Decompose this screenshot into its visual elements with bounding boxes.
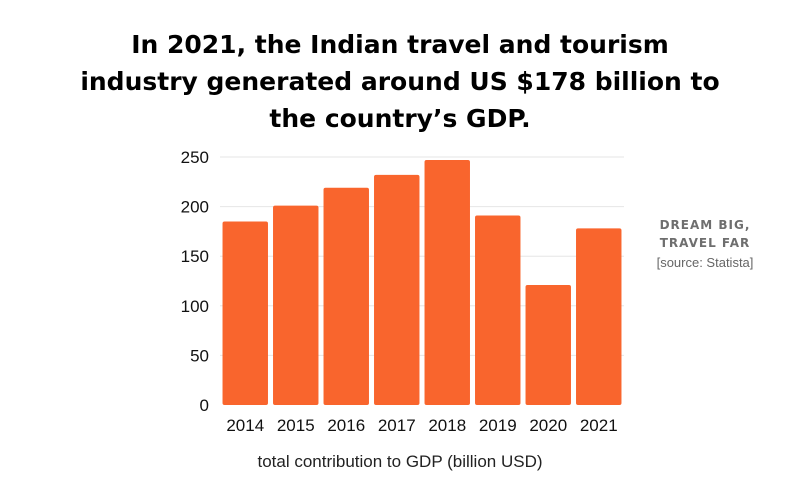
- chart-title: In 2021, the Indian travel and tourism i…: [60, 26, 740, 137]
- y-tick-label: 100: [181, 297, 209, 316]
- y-axis-ticks: 0 50 100 150 200 250: [181, 148, 209, 415]
- bar-2020: [525, 284, 571, 405]
- bar-2014: [222, 221, 268, 405]
- y-tick-label: 50: [190, 346, 209, 365]
- brand-line-2: TRAVEL FAR: [659, 236, 751, 250]
- x-tick-label: 2020: [529, 416, 567, 435]
- x-tick-label: 2016: [327, 416, 365, 435]
- x-tick-label: 2021: [580, 416, 618, 435]
- x-tick-label: 2014: [226, 416, 264, 435]
- bar-2015: [273, 205, 319, 405]
- x-axis-label: total contribution to GDP (billion USD): [257, 452, 543, 471]
- bars: [222, 159, 622, 405]
- bar-2017: [374, 174, 420, 405]
- brand-line-1: DREAM BIG,: [659, 218, 751, 232]
- source-note: [source: Statista]: [656, 255, 754, 270]
- y-tick-label: 250: [181, 148, 209, 167]
- brand-tagline: DREAM BIG, TRAVEL FAR: [640, 216, 770, 252]
- x-axis-ticks: 2014 2015 2016 2017 2018 2019 2020 2021: [226, 416, 617, 435]
- y-tick-label: 150: [181, 247, 209, 266]
- title-line-3: the country’s GDP.: [269, 104, 531, 133]
- x-tick-label: 2019: [479, 416, 517, 435]
- x-tick-label: 2017: [378, 416, 416, 435]
- x-tick-label: 2018: [428, 416, 466, 435]
- y-tick-label: 200: [181, 198, 209, 217]
- y-tick-label: 0: [200, 396, 209, 415]
- title-line-2: industry generated around US $178 billio…: [80, 67, 720, 96]
- bar-2021: [576, 228, 622, 405]
- bar-2016: [323, 187, 369, 405]
- bar-2018: [424, 159, 470, 405]
- bar-2019: [475, 215, 521, 405]
- title-line-1: In 2021, the Indian travel and tourism: [131, 30, 669, 59]
- x-tick-label: 2015: [277, 416, 315, 435]
